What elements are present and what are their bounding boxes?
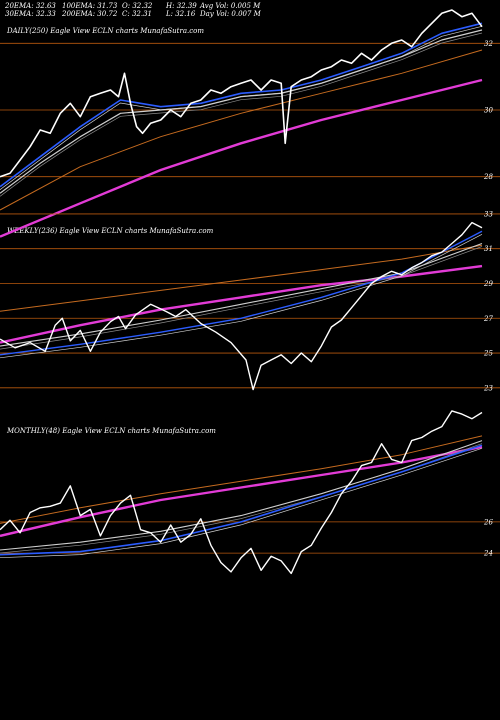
series-ema30-line	[0, 440, 483, 551]
hdr-low: L: 32.16	[166, 10, 196, 18]
series-ema100-line	[0, 244, 483, 312]
series-ema100-line	[0, 435, 483, 524]
series-ema20-line	[0, 22, 483, 188]
series-price-line	[0, 410, 483, 575]
series-price-line	[0, 9, 483, 178]
y-tick-label: 33	[484, 210, 493, 218]
hdr-ema30: 30EMA: 32.33	[5, 10, 56, 18]
panel-title-daily: DAILY(250) Eagle View ECLN charts Munafa…	[7, 27, 205, 35]
hdr-ema100: 100EMA: 31.73	[62, 2, 118, 10]
hdr-ema20: 20EMA: 32.63	[5, 2, 56, 10]
series-ema20-shadow-line	[0, 233, 483, 359]
y-tick-label: 27	[483, 315, 493, 323]
hdr-close: C: 32.31	[122, 10, 152, 18]
panel-title-weekly: WEEKLY(236) Eagle View ECLN charts Munaf…	[7, 227, 214, 235]
y-tick-label: 26	[483, 518, 493, 526]
y-tick-label: 32	[484, 40, 493, 48]
series-ema20-shadow-line	[0, 25, 483, 190]
hdr-open: O: 32.32	[122, 2, 153, 10]
y-tick-label: 29	[483, 280, 493, 288]
series-ema30-shadow-line	[0, 32, 483, 197]
series-ema20-line	[0, 230, 483, 356]
series-ema200-line	[0, 264, 483, 344]
y-tick-label: 31	[484, 245, 493, 253]
series-ema20-line	[0, 444, 483, 556]
panel-daily: 32 30 28	[0, 9, 500, 238]
series-ema200-line	[0, 78, 483, 238]
y-tick-label: 25	[483, 350, 493, 358]
y-tick-label: 24	[483, 550, 493, 558]
panel-title-monthly: MONTHLY(48) Eagle View ECLN charts Munaf…	[7, 427, 216, 435]
hdr-ema200: 200EMA: 30.72	[62, 10, 118, 18]
y-tick-label: 23	[483, 384, 493, 392]
panel-weekly: 33 31 29 27 25 23	[0, 210, 500, 392]
hdr-avgvol: Avg Vol: 0.005 M	[200, 2, 261, 10]
y-tick-label: 30	[484, 107, 493, 115]
y-tick-label: 28	[483, 173, 493, 181]
series-price-line	[0, 221, 483, 391]
hdr-high: H: 32.39	[166, 2, 197, 10]
series-ema30-line	[0, 29, 483, 194]
hdr-dayvol: Day Vol: 0.007 M	[200, 10, 261, 18]
panel-monthly: 26 24	[0, 410, 500, 575]
series-ema30-line	[0, 242, 483, 347]
series-ema20-shadow-line	[0, 447, 483, 559]
series-ema100-line	[0, 49, 483, 211]
